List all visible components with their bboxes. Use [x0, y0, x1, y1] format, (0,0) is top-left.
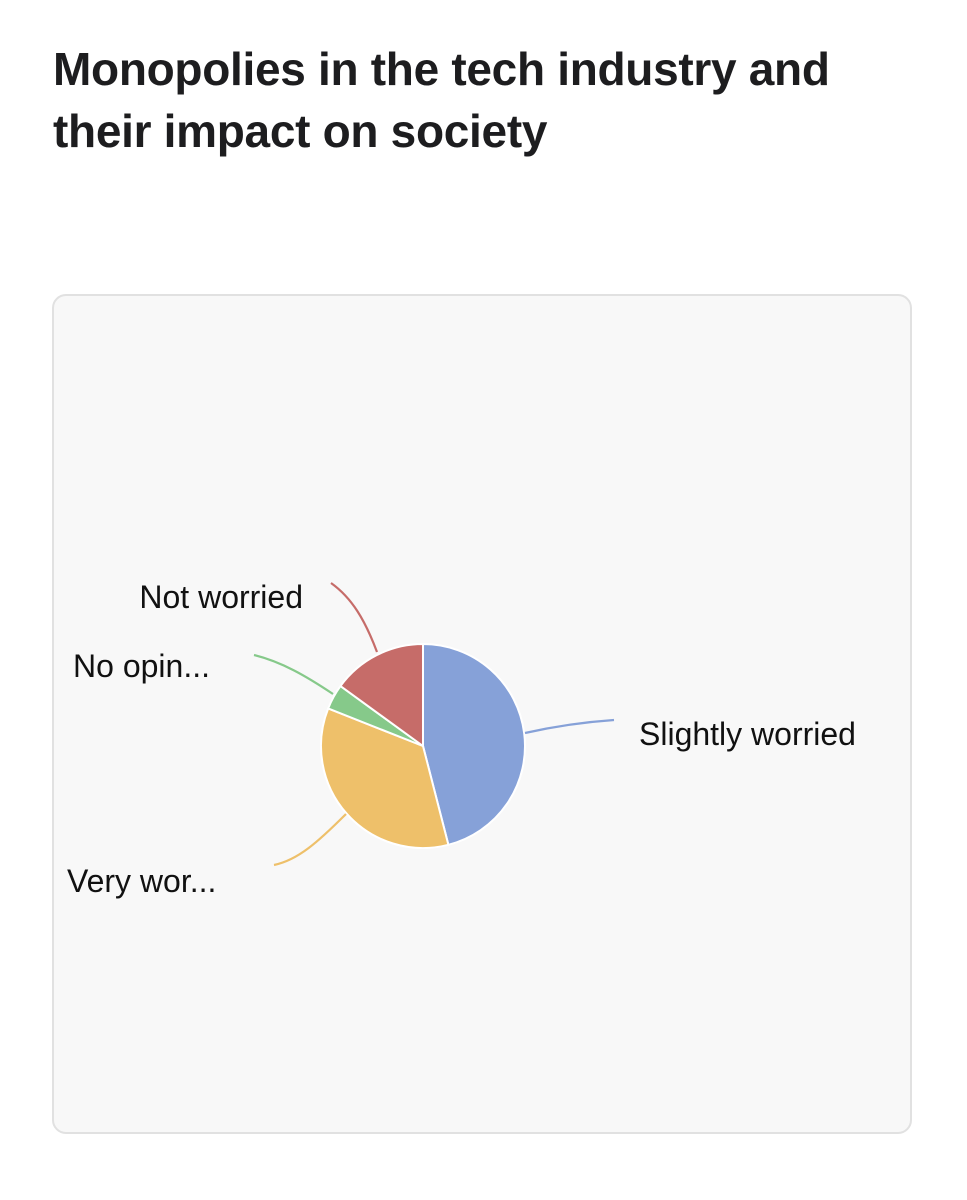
- chart-card: [52, 294, 912, 1134]
- page-title: Monopolies in the tech industry and thei…: [53, 43, 830, 157]
